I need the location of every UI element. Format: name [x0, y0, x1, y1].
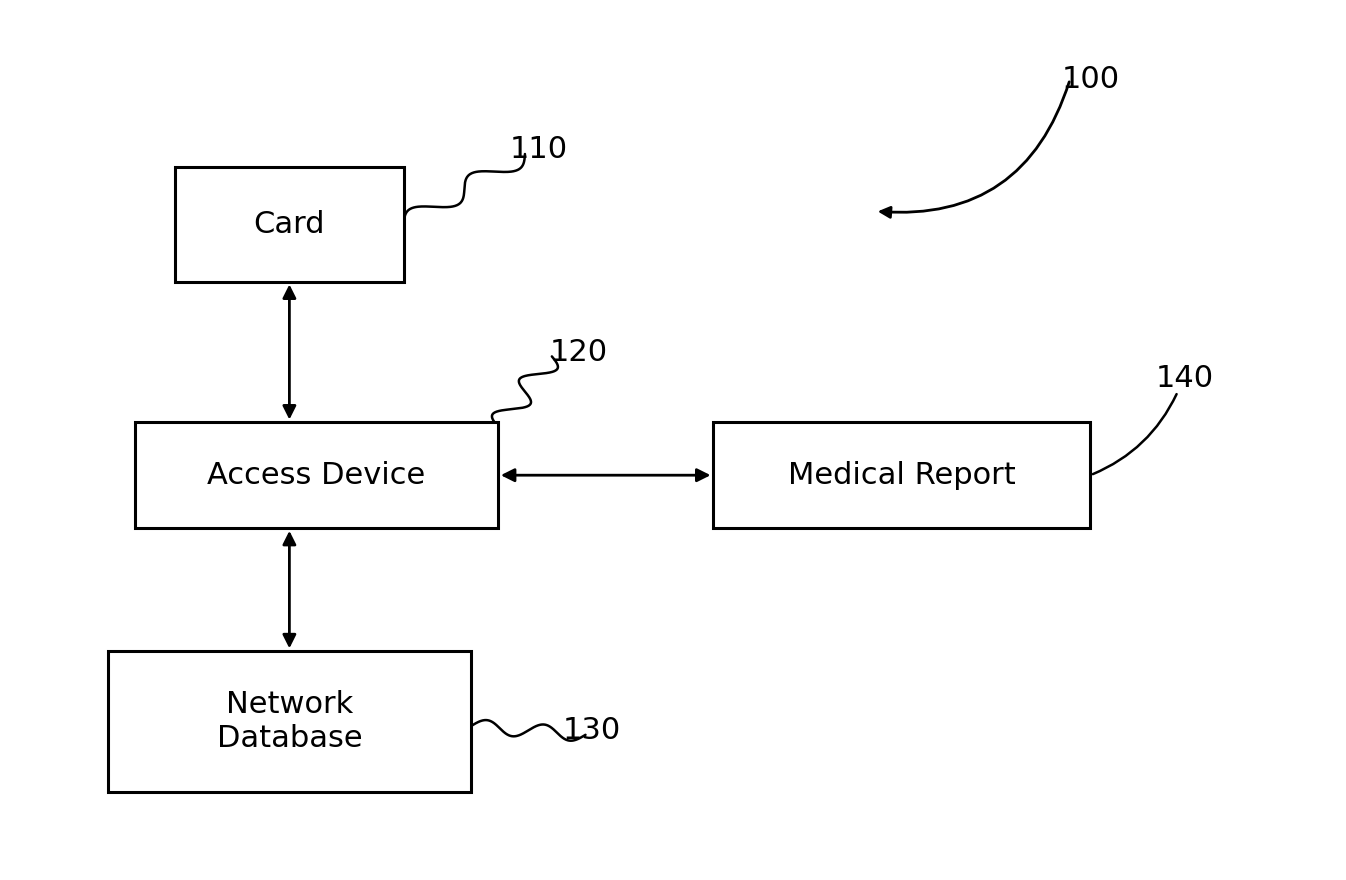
Text: 140: 140 — [1155, 364, 1214, 392]
Text: 120: 120 — [549, 338, 608, 366]
Bar — [135, 422, 498, 528]
Text: Card: Card — [253, 210, 326, 238]
Text: Network
Database: Network Database — [217, 690, 362, 753]
Text: 110: 110 — [509, 136, 568, 164]
Text: 100: 100 — [1061, 65, 1120, 93]
Bar — [713, 422, 1090, 528]
Text: Medical Report: Medical Report — [787, 461, 1016, 489]
Text: 130: 130 — [563, 716, 622, 744]
Text: Access Device: Access Device — [207, 461, 425, 489]
Bar — [108, 651, 471, 792]
Bar — [175, 167, 404, 282]
